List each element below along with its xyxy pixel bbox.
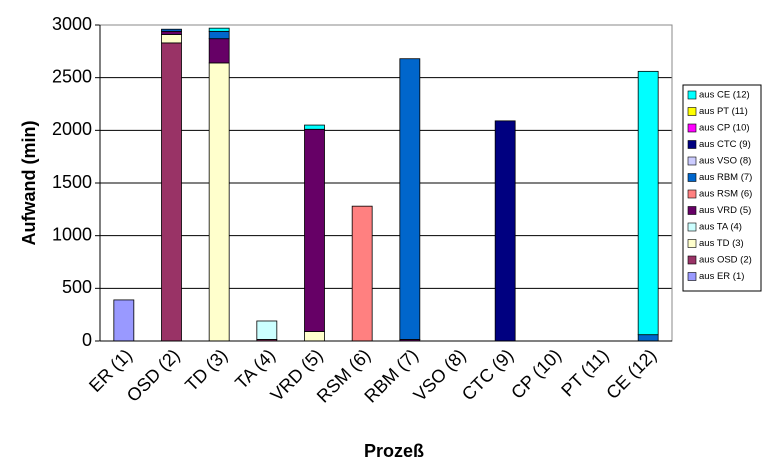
legend-swatch (687, 206, 697, 215)
bar-segment (161, 28, 182, 32)
legend-label: aus CTC (9) (699, 139, 751, 150)
y-tick-label: 1500 (52, 172, 92, 192)
x-tick-label: OSD (2) (123, 345, 184, 406)
legend-swatch (687, 107, 697, 116)
legend-swatch (687, 222, 697, 232)
legend-label: aus RSM (6) (699, 189, 752, 200)
y-tick-label: 0 (82, 330, 92, 350)
bar-segment (351, 205, 373, 342)
x-tick-label: TD (3) (181, 345, 231, 395)
legend-label: aus RBM (7) (699, 172, 752, 183)
legend-label: aus ER (1) (699, 271, 744, 282)
bar-segment (256, 320, 278, 340)
bar-segment (637, 70, 659, 336)
legend-swatch (687, 156, 697, 166)
x-tick-label: VSO (8) (410, 345, 470, 405)
y-tick-label: 2000 (52, 119, 92, 139)
bar-segment (208, 62, 230, 342)
legend-label: aus CP (10) (699, 123, 750, 134)
bar-segment (208, 27, 230, 32)
legend-swatch (687, 255, 697, 265)
legend-swatch (687, 123, 697, 133)
legend-swatch (687, 239, 697, 248)
legend-label: aus OSD (2) (699, 255, 752, 266)
x-tick-label: CE (12) (602, 345, 660, 403)
x-tick-label: RBM (7) (361, 345, 423, 407)
bar-segment (304, 331, 325, 342)
legend-label: aus TD (3) (699, 238, 744, 249)
y-axis-title: Aufwand (min) (19, 121, 39, 246)
legend-label: aus TA (4) (699, 222, 742, 233)
legend-swatch (687, 140, 697, 149)
legend-swatch (687, 173, 697, 182)
legend-label: aus CE (12) (699, 90, 750, 101)
bar-segment (304, 128, 325, 332)
bar-segment (399, 58, 421, 340)
legend-label: aus VSO (8) (699, 156, 751, 167)
y-tick-label: 3000 (52, 14, 92, 34)
bar-segment (208, 38, 230, 64)
bar-segment (161, 30, 182, 35)
bar-segment (637, 334, 659, 342)
y-tick-label: 500 (62, 277, 92, 297)
bar-segment (208, 30, 230, 40)
legend-swatch (687, 272, 697, 281)
legend-swatch (687, 189, 697, 199)
legend-label: aus PT (11) (699, 106, 748, 117)
bar-segment (113, 299, 135, 342)
legend-swatch (687, 90, 697, 100)
legend-label: aus VRD (5) (699, 205, 751, 216)
y-tick-label: 1000 (52, 224, 92, 244)
bar-segment (494, 120, 516, 342)
x-tick-label: CTC (9) (458, 345, 517, 404)
y-tick-label: 2500 (52, 66, 92, 86)
bar-segment (161, 42, 182, 342)
x-tick-label: CP (10) (507, 345, 565, 403)
x-axis-title: Prozeß (364, 441, 424, 461)
bar-segment (304, 124, 325, 130)
bar-segment (161, 34, 182, 44)
